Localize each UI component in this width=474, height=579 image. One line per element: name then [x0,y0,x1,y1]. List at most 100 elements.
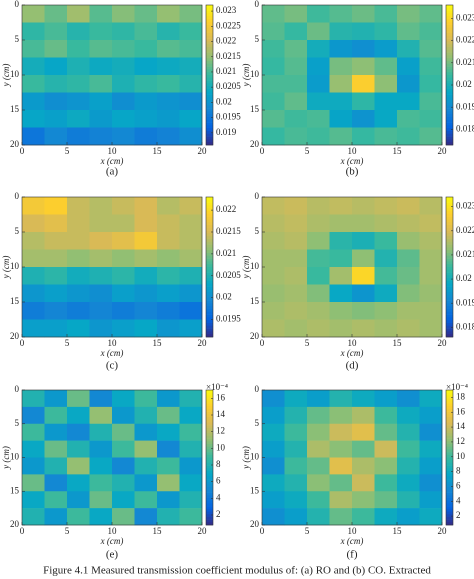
heatmap-cell [307,214,330,233]
colorbar-segment [206,444,213,447]
colorbar-segment [206,484,213,488]
colorbar-tick-label: 0.019 [216,127,237,137]
heatmap-cell [134,232,158,250]
heatmap-cell [262,284,285,303]
heatmap-cell [157,491,180,509]
heatmap-cell [374,302,398,320]
heatmap-cell [44,390,68,408]
heatmap-cell [307,22,330,41]
colorbar-tick-label: 0.018 [456,124,474,134]
heatmap-cell [262,232,285,250]
heatmap-cell [262,302,285,320]
colorbar-frame [445,4,454,146]
heatmap-cell [419,474,443,492]
colorbar-segment [446,311,453,315]
colorbar-segment [446,390,453,393]
colorbar-segment [206,435,213,439]
colorbar-segment [206,508,213,512]
colorbar-segment [206,452,213,456]
heatmap-cell [112,92,135,111]
heatmap-cell [329,40,353,58]
heatmap-cell [22,440,45,458]
heatmap-cell [112,508,135,526]
colorbar-segment [206,506,213,510]
colorbar-segment [446,230,453,234]
heatmap-cell [179,440,203,458]
colorbar-segment [446,468,453,472]
colorbar-segment [446,403,453,407]
x-tick-label: 20 [198,526,208,536]
colorbar-segment [206,306,213,310]
y-tick-label: 15 [10,485,20,495]
heatmap-cell [134,491,158,509]
heatmap-cell [329,508,353,526]
heatmap-cell [157,110,180,128]
colorbar-segment [206,314,213,318]
heatmap-cell [352,319,375,338]
heatmap-cell [419,249,443,268]
heatmap-cell [397,75,420,93]
colorbar-segment [206,516,213,520]
heatmap-cell [22,423,45,441]
heatmap-cell [134,302,158,320]
heatmap-cell [89,92,113,111]
colorbar-segment [206,289,213,293]
heatmap-cell [397,5,420,23]
colorbar-segment [446,94,453,98]
heatmap-cell [179,197,203,215]
colorbar-tick-label: 0.021 [216,66,236,76]
heatmap-cell [89,197,113,215]
colorbar-segment [206,13,213,17]
colorbar-segment [206,52,213,56]
colorbar-segment [206,35,213,39]
colorbar-segment [446,213,453,217]
colorbar-segment [206,247,213,251]
x-tick-label: 15 [153,146,163,156]
heatmap-cell [157,57,180,76]
colorbar-segment [206,511,213,515]
heatmap-cell [284,390,308,408]
y-tick-label: 20 [250,139,260,149]
colorbar-segment [206,419,213,423]
colorbar-segment [206,230,213,234]
heatmap-cell [112,491,135,509]
colorbar-frame [205,389,214,526]
heatmap-cell [397,440,420,458]
colorbar-segment [446,441,453,445]
colorbar-segment [446,328,453,332]
colorbar-frame [205,4,214,146]
heatmap-cell [112,75,135,93]
heatmap-cell [262,390,285,408]
heatmap-cell [89,284,113,303]
colorbar-segment [446,63,453,67]
colorbar-segment [206,468,213,472]
colorbar-tick-label: 12 [456,436,465,446]
colorbar-segment [446,438,453,442]
colorbar-segment [446,320,453,324]
colorbar-segment [446,454,453,458]
colorbar-segment [446,47,453,51]
heatmap-cell [44,22,68,41]
colorbar-segment [206,97,213,101]
heatmap-cell [284,40,308,58]
heatmap-cell [112,22,135,41]
heatmap-cell [179,319,203,338]
heatmap-cell [329,267,353,285]
heatmap-cell [157,92,180,111]
heatmap-cell [307,457,330,475]
heatmap-cell [352,5,375,23]
heatmap-cell [307,423,330,441]
colorbar-segment [206,128,213,132]
heatmap-cell [179,474,203,492]
colorbar-segment [206,498,213,501]
x-tick-label: 15 [153,338,163,348]
colorbar-segment [446,119,453,123]
heatmap-cell [134,474,158,492]
heatmap-cell [44,5,68,23]
heatmap-cell [44,127,68,146]
colorbar-segment [206,331,213,335]
heatmap-cell [89,474,113,492]
heatmap-cell [44,302,68,320]
colorbar-segment [446,27,453,31]
heatmap-cell [352,249,375,268]
